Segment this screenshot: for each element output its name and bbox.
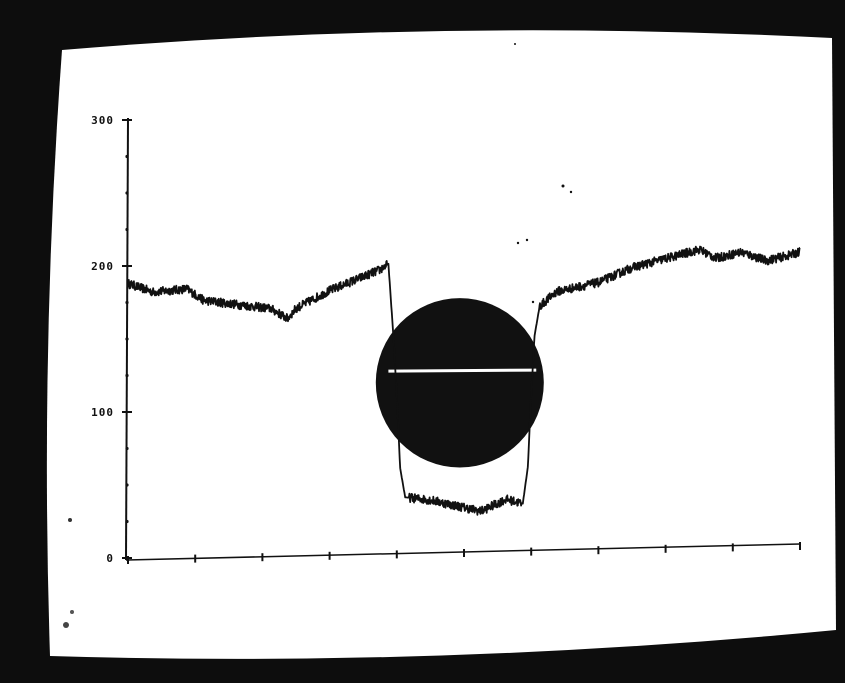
overlay-disc-layer bbox=[375, 298, 544, 468]
overlay-disc-divider bbox=[388, 368, 537, 373]
x-ticks bbox=[127, 542, 801, 564]
y-minor-tick bbox=[125, 373, 129, 378]
y-tick-label-100: 100 bbox=[91, 406, 114, 419]
y-tick-labels: 0 100 200 300 bbox=[91, 114, 114, 565]
series-layer bbox=[127, 245, 801, 516]
y-minor-tick bbox=[125, 300, 129, 305]
overlay-disc bbox=[375, 298, 544, 468]
series-line-0 bbox=[127, 245, 801, 516]
y-tick-label-0: 0 bbox=[106, 552, 114, 565]
y-minor-tick bbox=[125, 337, 129, 341]
plot-area: 0 100 200 300 bbox=[91, 114, 801, 565]
y-minor-tick bbox=[125, 154, 129, 159]
y-minor-tick bbox=[125, 446, 129, 451]
screen-specks bbox=[63, 43, 573, 628]
y-tick-label-300: 300 bbox=[91, 114, 114, 127]
y-tick-label-200: 200 bbox=[91, 260, 114, 273]
y-minor-tick bbox=[125, 519, 129, 524]
y-minor-tick bbox=[125, 227, 129, 232]
y-ticks bbox=[122, 119, 132, 559]
y-minor-tick bbox=[125, 191, 129, 195]
y-minor-tick bbox=[125, 483, 129, 487]
